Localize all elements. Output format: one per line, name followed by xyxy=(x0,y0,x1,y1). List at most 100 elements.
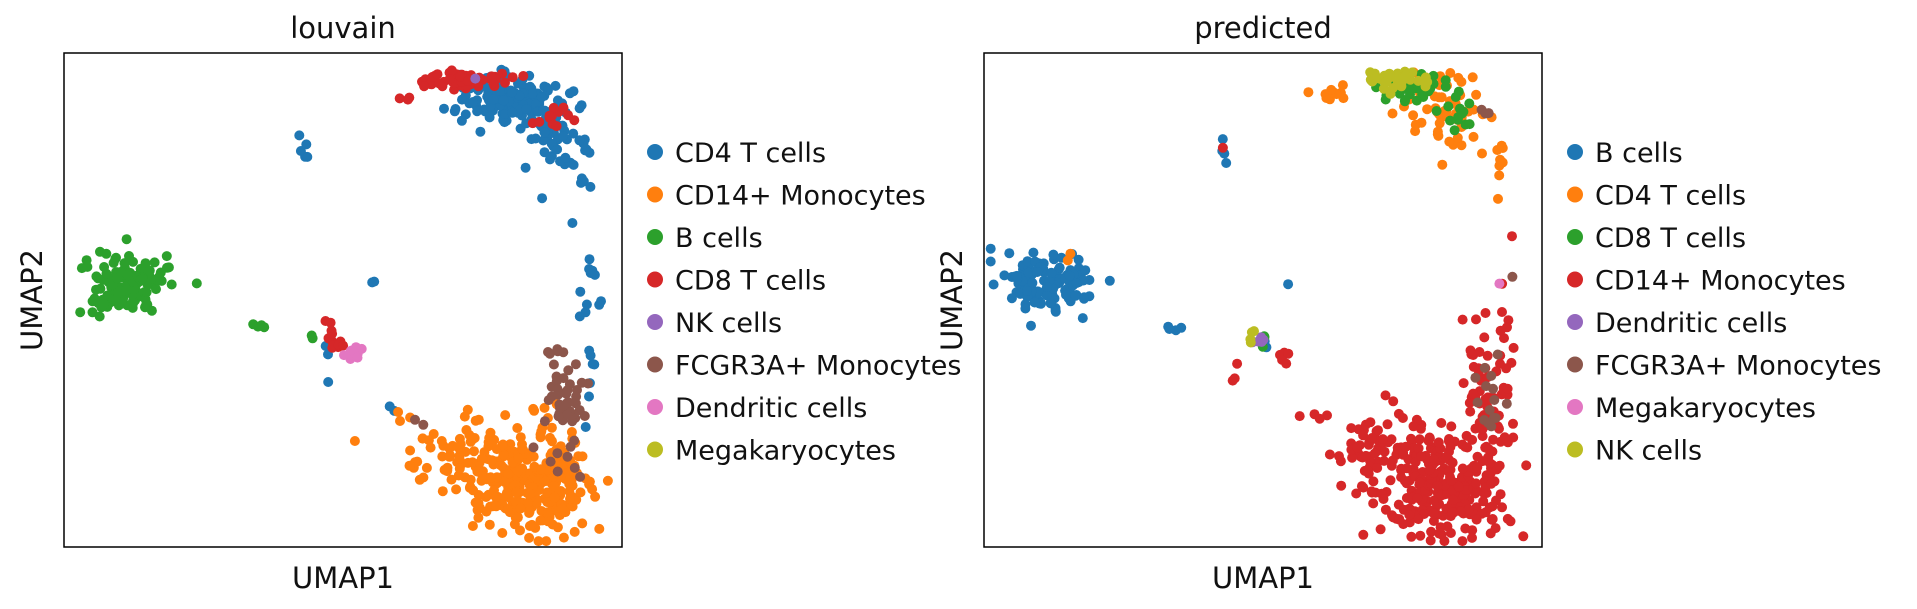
data-point xyxy=(149,257,160,268)
data-point xyxy=(1071,278,1082,289)
data-point xyxy=(497,528,508,538)
data-point xyxy=(349,436,360,446)
data-point xyxy=(1450,92,1461,102)
data-point xyxy=(1435,522,1446,533)
data-point xyxy=(473,512,484,523)
data-point xyxy=(1432,480,1443,491)
data-point xyxy=(515,503,526,514)
data-point xyxy=(562,409,573,420)
data-point xyxy=(384,401,395,412)
legend-label: Dendritic cells xyxy=(1595,308,1787,339)
data-point xyxy=(446,65,457,76)
data-point xyxy=(1026,320,1036,331)
data-point xyxy=(594,299,605,310)
data-point xyxy=(395,416,405,426)
data-point xyxy=(524,506,535,517)
data-point xyxy=(1054,262,1065,273)
data-point xyxy=(1492,349,1503,360)
data-point xyxy=(1377,434,1388,445)
data-point xyxy=(1457,314,1468,325)
data-point xyxy=(538,135,549,146)
data-point xyxy=(410,414,420,425)
data-point xyxy=(111,252,121,263)
data-point xyxy=(585,181,596,192)
data-point xyxy=(500,410,511,421)
data-point xyxy=(1426,526,1437,537)
data-point xyxy=(338,340,349,351)
data-point xyxy=(1413,443,1424,454)
data-point xyxy=(151,284,161,295)
data-point xyxy=(539,416,550,427)
data-point xyxy=(1484,405,1495,415)
data-point xyxy=(1465,406,1476,417)
data-point xyxy=(141,287,152,298)
data-point xyxy=(1428,508,1439,519)
data-point xyxy=(423,435,434,446)
data-point xyxy=(560,152,571,163)
data-point xyxy=(551,121,562,132)
data-point xyxy=(536,426,547,437)
data-point xyxy=(1283,348,1294,359)
legend: B cells CD4 T cells CD8 T cells CD14+ Monoc… xyxy=(1567,138,1881,467)
legend-marker xyxy=(1567,144,1583,160)
legend-label: NK cells xyxy=(1595,436,1702,467)
data-point xyxy=(562,451,573,462)
data-point xyxy=(518,71,529,81)
data-point xyxy=(1478,496,1489,507)
data-point xyxy=(444,74,455,84)
data-point xyxy=(1414,434,1425,445)
data-point xyxy=(1468,131,1479,142)
legend-marker xyxy=(647,356,663,373)
data-point xyxy=(521,104,532,114)
data-point xyxy=(1396,465,1407,476)
data-point xyxy=(1064,270,1075,281)
data-point xyxy=(302,151,313,162)
data-point xyxy=(565,493,575,504)
data-point xyxy=(552,466,563,477)
data-point xyxy=(1445,528,1456,538)
data-point xyxy=(463,457,473,468)
data-point xyxy=(558,400,569,411)
data-point xyxy=(1346,423,1357,434)
scatter-points xyxy=(75,64,613,547)
data-point xyxy=(1385,475,1396,486)
data-point xyxy=(575,471,586,482)
data-point xyxy=(1495,358,1505,369)
data-point xyxy=(1326,84,1337,95)
data-point xyxy=(1507,231,1517,242)
data-point xyxy=(1411,95,1422,106)
data-point xyxy=(544,110,555,121)
data-point xyxy=(1382,419,1393,430)
data-point xyxy=(545,432,555,443)
legend-label: B cells xyxy=(1595,138,1683,169)
data-point xyxy=(1351,488,1362,499)
data-point xyxy=(146,305,157,316)
data-point xyxy=(1483,417,1494,428)
data-point xyxy=(558,532,569,543)
data-point xyxy=(81,255,92,266)
y-axis-label: UMAP2 xyxy=(15,249,49,351)
legend-marker xyxy=(1567,271,1583,288)
data-point xyxy=(1079,293,1089,304)
legend-label: B cells xyxy=(675,223,763,254)
data-point xyxy=(1217,134,1228,145)
data-point xyxy=(323,377,334,387)
legend-label: CD4 T cells xyxy=(675,138,826,169)
data-point xyxy=(1283,279,1294,290)
data-point xyxy=(524,532,535,543)
data-point xyxy=(1474,347,1485,357)
data-point xyxy=(570,359,581,370)
data-point xyxy=(137,273,148,284)
data-point xyxy=(568,86,579,97)
legend-marker xyxy=(647,441,663,458)
data-point xyxy=(1412,493,1423,503)
data-point xyxy=(1045,298,1056,309)
legend-label: Megakaryocytes xyxy=(1595,393,1816,424)
data-point xyxy=(579,411,590,421)
data-point xyxy=(985,243,996,254)
data-point xyxy=(1443,101,1454,112)
data-point xyxy=(1472,397,1483,408)
legend: CD4 T cells CD14+ Monocytes B cells CD8 T c… xyxy=(647,138,961,467)
data-point xyxy=(1453,481,1464,492)
